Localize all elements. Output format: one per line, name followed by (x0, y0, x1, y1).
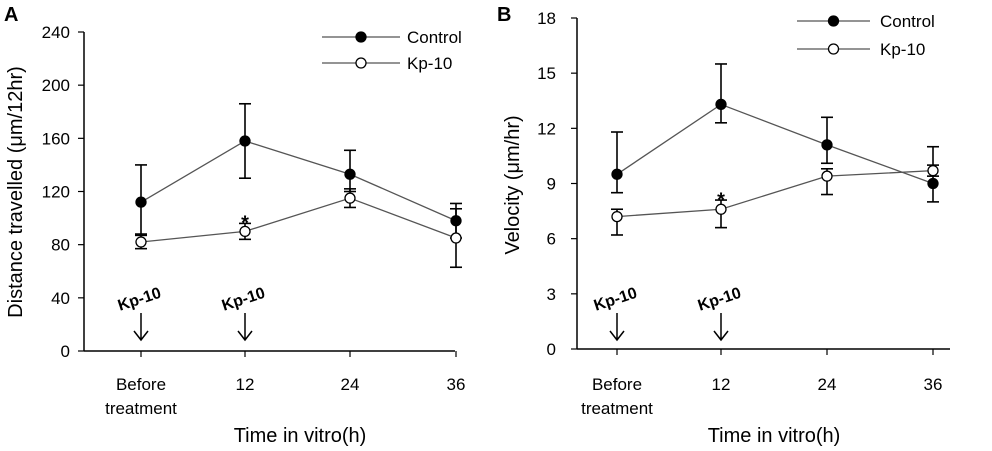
panel-b-control-point (715, 98, 727, 111)
panel-a-control-line (140, 140, 457, 222)
panel-a-x-axis-title: Time in vitro(h) (234, 425, 367, 447)
panel-b-control-line (616, 103, 934, 185)
panel-a-kp-10-line (140, 197, 457, 243)
panel-label-a: A (4, 4, 18, 26)
panel-a-kp-10-point (135, 236, 147, 248)
panel-a-x-tick-label: treatment (105, 399, 177, 418)
panel-b-x-tick-label: 36 (924, 375, 943, 394)
panel-b-control-point (611, 168, 623, 180)
panel-b-y-tick-label: 0 (547, 340, 556, 359)
panel-b-legend-marker (827, 15, 840, 27)
panel-b-kp-10-point (611, 210, 623, 223)
panel-a-x-tick-label: 24 (341, 375, 360, 394)
panel-b-y-tick-label: 12 (537, 119, 556, 138)
panel-label-b: B (497, 4, 511, 26)
panel-b-kp-10-point (715, 203, 727, 215)
panel-b-kp-10-line (616, 169, 934, 218)
panel-a-control-point (239, 135, 251, 147)
panel-b-control-point (927, 177, 939, 190)
panel-b-x-tick-label: 12 (712, 375, 731, 394)
panel-b-y-tick-label: 18 (537, 9, 556, 28)
panel-a-y-tick-label: 0 (61, 342, 70, 361)
panel-b-legend-marker (827, 43, 840, 55)
panel-a-treatment-arrow-label: Kp-10 (220, 285, 268, 315)
panel-a-legend-label: Kp-10 (407, 54, 452, 73)
panel-a-kp-10-point (450, 232, 462, 244)
panel-a-kp-10-point (239, 225, 251, 238)
panel-a-x-tick-label: Before (116, 375, 166, 394)
panel-a-y-tick-label: 120 (42, 183, 70, 202)
panel-b-legend-label: Control (880, 12, 935, 31)
panel-b-legend-label: Kp-10 (880, 40, 925, 59)
panel-a-kp-10-point (344, 192, 356, 204)
panel-b-y-tick-label: 6 (547, 230, 556, 249)
panel-b-treatment-arrow (713, 313, 729, 342)
panel-a-treatment-arrow-label: Kp-10 (116, 285, 164, 315)
panel-a-y-tick-label: 200 (42, 76, 70, 95)
panel-b-y-tick-label: 9 (547, 175, 556, 194)
panel-a-x-tick-label: 12 (236, 375, 255, 394)
panel-a-y-tick-label: 80 (51, 236, 70, 255)
panel-b-treatment-arrow (609, 313, 625, 342)
panel-b-kp-10-point (927, 164, 939, 177)
panel-b-x-tick-label: treatment (581, 399, 653, 418)
panel-a-y-axis-title: Distance travelled (μm/12hr) (5, 66, 27, 318)
panel-b-x-tick-label: 24 (818, 375, 837, 394)
panel-a-treatment-arrow (133, 313, 149, 342)
panel-b-y-axis-title: Velocity (μm/hr) (502, 115, 524, 254)
panel-b-treatment-arrow-label: Kp-10 (592, 285, 640, 315)
panel-b-x-axis-title: Time in vitro(h) (708, 425, 841, 447)
panel-a-y-tick-label: 160 (42, 129, 70, 148)
panel-a-legend-marker (355, 31, 367, 43)
panel-a-treatment-arrow (237, 313, 253, 342)
panel-a-legend-label: Control (407, 28, 462, 47)
panel-a-legend-marker (355, 57, 367, 69)
panel-b-kp-10-point (821, 170, 833, 182)
panel-b-y-tick-label: 3 (547, 285, 556, 304)
panel-b-x-tick-label: Before (592, 375, 642, 394)
panel-b-y-tick-label: 15 (537, 64, 556, 83)
panel-a-control-point (135, 196, 147, 208)
panel-a-x-tick-label: 36 (447, 375, 466, 394)
panel-a-y-tick-label: 240 (42, 23, 70, 42)
panel-a-control-point (344, 168, 356, 180)
panel-b-treatment-arrow-label: Kp-10 (696, 285, 744, 315)
panel-a-y-tick-label: 40 (51, 289, 70, 308)
panel-b-control-point (821, 139, 833, 151)
